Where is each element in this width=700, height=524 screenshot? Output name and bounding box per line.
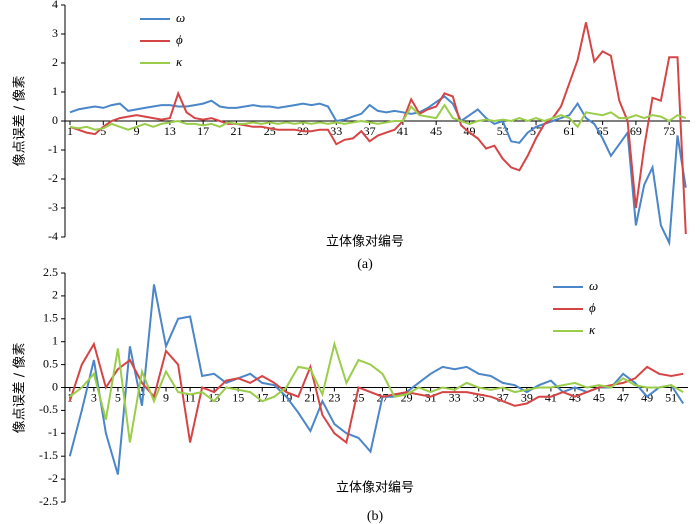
- y-tick-label: 2: [52, 288, 58, 302]
- data-line: [69, 22, 687, 235]
- caption: (b): [367, 509, 384, 524]
- y-tick-label: 1: [52, 84, 58, 98]
- x-tick-label: 1: [67, 124, 73, 138]
- y-tick-label: 2.5: [43, 265, 58, 279]
- x-tick-label: 17: [197, 124, 209, 138]
- x-tick-label: 73: [663, 124, 675, 138]
- x-tick-label: 13: [208, 390, 220, 404]
- x-tick-label: 3: [91, 390, 97, 404]
- x-tick-label: 9: [134, 124, 140, 138]
- legend-label: ϕ: [589, 300, 596, 315]
- y-axis-label: 像点误差 / 像素: [13, 76, 28, 167]
- y-tick-label: -2: [48, 471, 58, 485]
- x-tick-label: 35: [473, 390, 485, 404]
- y-tick-label: 1: [52, 333, 58, 347]
- x-tick-label: 1: [67, 390, 73, 404]
- x-tick-label: 69: [630, 124, 642, 138]
- data-line: [69, 95, 687, 247]
- data-line: [69, 340, 684, 443]
- y-axis-label: 像点误差 / 像素: [13, 343, 28, 434]
- x-tick-label: 11: [184, 390, 196, 404]
- x-tick-label: 9: [163, 390, 169, 404]
- y-tick-label: 3: [52, 26, 58, 40]
- y-tick-label: -2.5: [39, 494, 58, 508]
- x-tick-label: 21: [230, 124, 242, 138]
- x-tick-label: 33: [330, 124, 342, 138]
- x-tick-label: 45: [593, 390, 605, 404]
- x-tick-label: 23: [328, 390, 340, 404]
- x-tick-label: 33: [449, 390, 461, 404]
- x-tick-label: 13: [164, 124, 176, 138]
- x-tick-label: 37: [364, 124, 376, 138]
- x-tick-label: 5: [100, 124, 106, 138]
- x-tick-label: 41: [397, 124, 409, 138]
- x-tick-label: 47: [617, 390, 629, 404]
- y-tick-label: 4: [52, 0, 58, 11]
- legend-label: ϕ: [176, 32, 183, 47]
- x-tick-label: 51: [665, 390, 677, 404]
- y-tick-label: -3: [48, 200, 58, 214]
- legend-label: κ: [589, 322, 596, 337]
- x-tick-label: 21: [304, 390, 316, 404]
- y-tick-label: -1.5: [39, 448, 58, 462]
- legend-label: ω: [176, 10, 185, 25]
- x-tick-label: 45: [430, 124, 442, 138]
- y-tick-label: -1: [48, 425, 58, 439]
- y-tick-label: -0.5: [39, 402, 58, 416]
- y-tick-label: 1.5: [43, 311, 58, 325]
- legend-label: κ: [176, 54, 183, 69]
- data-line: [69, 103, 687, 131]
- x-axis-label: 立体像对编号: [336, 481, 414, 496]
- data-line: [68, 341, 684, 445]
- y-tick-label: 0: [52, 113, 58, 127]
- data-line: [68, 284, 685, 475]
- y-tick-label: -4: [48, 229, 58, 243]
- caption: (a): [357, 257, 373, 272]
- y-tick-label: 2: [52, 55, 58, 69]
- y-tick-label: -2: [48, 171, 58, 185]
- y-tick-label: -1: [48, 142, 58, 156]
- x-tick-label: 61: [563, 124, 575, 138]
- y-tick-label: 0.5: [43, 356, 58, 370]
- y-tick-label: 0: [52, 379, 58, 393]
- legend-label: ω: [589, 278, 598, 293]
- x-tick-label: 25: [264, 124, 276, 138]
- x-tick-label: 5: [115, 390, 121, 404]
- x-tick-label: 15: [232, 390, 244, 404]
- x-axis-label: 立体像对编号: [326, 235, 404, 250]
